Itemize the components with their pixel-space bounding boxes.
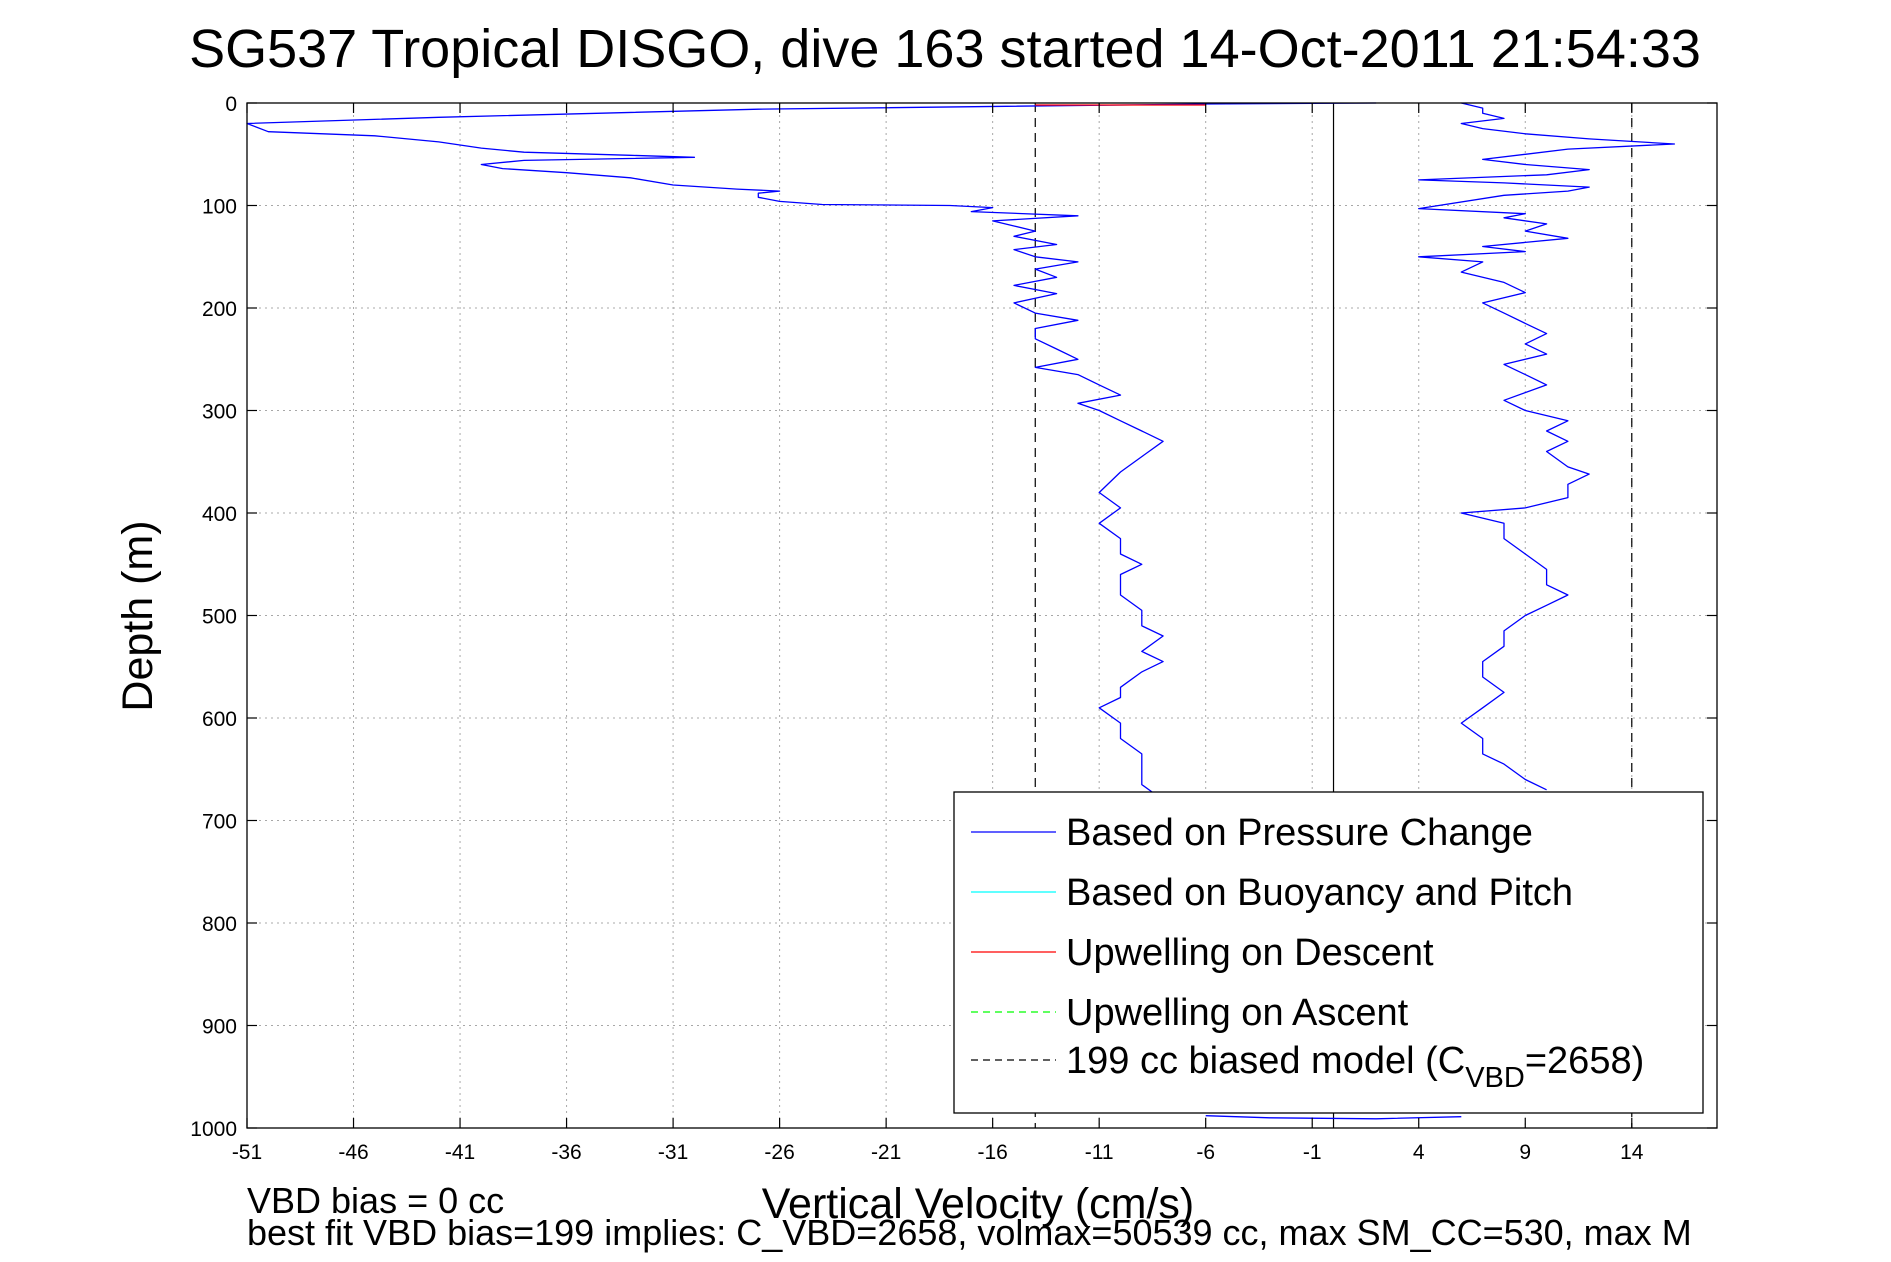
x-tick-label: 14 bbox=[1620, 1141, 1644, 1164]
x-tick-label: 9 bbox=[1519, 1141, 1531, 1164]
legend-entry-label: Based on Pressure Change bbox=[1066, 812, 1533, 854]
x-tick-labels: -51 -46 -41 -36 -31 -26 -21 -16 -11 -6 -1 4 9 14 bbox=[232, 1141, 1644, 1164]
legend-box bbox=[953, 791, 1704, 1114]
x-tick-label: -6 bbox=[1196, 1141, 1215, 1164]
x-tick-label: -36 bbox=[551, 1141, 581, 1164]
x-tick-label: -26 bbox=[764, 1141, 794, 1164]
y-tick-label: 100 bbox=[202, 196, 237, 219]
y-tick-label: 400 bbox=[202, 503, 237, 526]
legend-entry-label: Upwelling on Descent bbox=[1066, 932, 1434, 974]
y-tick-label: 900 bbox=[202, 1016, 237, 1039]
x-tick-label: -46 bbox=[338, 1141, 368, 1164]
x-axis-label: Vertical Velocity (cm/s) bbox=[762, 1180, 1195, 1228]
y-tick-label: 600 bbox=[202, 708, 237, 731]
pressure-change-ascent-series-line bbox=[1418, 102, 1676, 791]
x-tick-label: -16 bbox=[977, 1141, 1007, 1164]
y-tick-labels: 0 100 200 300 400 500 600 700 800 900 1000 bbox=[190, 93, 237, 1141]
x-tick-label: -11 bbox=[1085, 1141, 1114, 1164]
x-tick-label: -21 bbox=[871, 1141, 901, 1164]
y-tick-label: 500 bbox=[202, 606, 237, 629]
axes-frame bbox=[246, 102, 1718, 1129]
footer-line-1: VBD bias = 0 cc bbox=[247, 1180, 504, 1221]
y-tick-label: 300 bbox=[202, 401, 237, 424]
legend-entry-label: Upwelling on Ascent bbox=[1066, 992, 1409, 1034]
chart-title: SG537 Tropical DISGO, dive 163 started 1… bbox=[189, 19, 1701, 79]
y-tick-label: 1000 bbox=[190, 1118, 237, 1141]
x-tick-label: -1 bbox=[1303, 1141, 1322, 1164]
x-tick-label: -51 bbox=[232, 1141, 262, 1164]
pressure-change-descent-series-line bbox=[246, 102, 1377, 801]
x-tick-label: -31 bbox=[658, 1141, 688, 1164]
y-tick-label: 800 bbox=[202, 913, 237, 936]
y-tick-label: 0 bbox=[225, 93, 237, 116]
legend-entry-label: 199 cc biased model (CVBD=2658) bbox=[1066, 1040, 1644, 1094]
y-axis-label: Depth (m) bbox=[114, 520, 162, 711]
y-tick-label: 200 bbox=[202, 298, 237, 321]
legend: Based on Pressure Change Based on Buoyanc… bbox=[953, 791, 1704, 1114]
legend-entry-label: Based on Buoyancy and Pitch bbox=[1066, 872, 1573, 914]
footer-line-2: best fit VBD bias=199 implies: C_VBD=265… bbox=[247, 1212, 1692, 1253]
x-tick-label: 4 bbox=[1413, 1141, 1425, 1164]
pressure-change-bottom-series-line bbox=[1205, 1115, 1462, 1120]
y-tick-label: 700 bbox=[202, 811, 237, 834]
x-tick-label: -41 bbox=[445, 1141, 475, 1164]
